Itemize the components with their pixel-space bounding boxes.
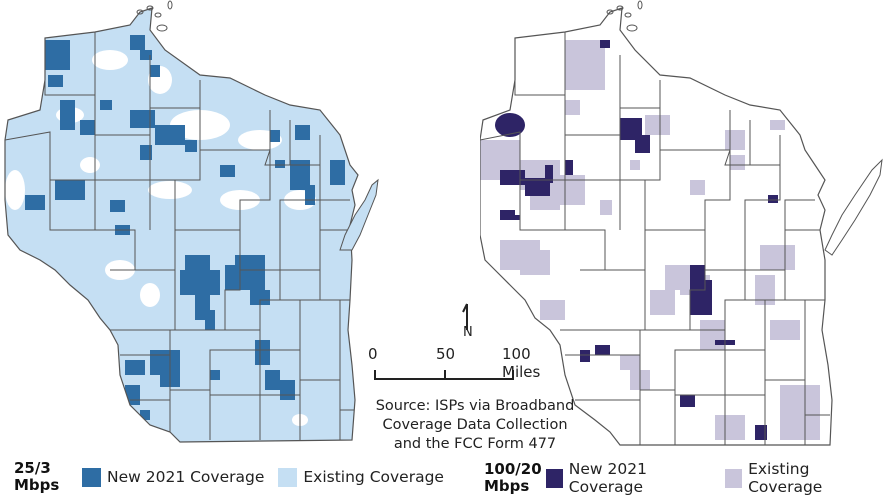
legend-label-existing: Existing Coverage: [303, 468, 444, 486]
swatch-new-2021: [545, 468, 563, 488]
scale-tick-100: 100 Miles: [502, 345, 541, 381]
scale-tick-0: 0: [368, 345, 378, 363]
north-label: N: [463, 325, 473, 340]
source-note: Source: ISPs via Broadband Coverage Data…: [370, 397, 580, 454]
legend-25-3: 25/3 Mbps New 2021 Coverage Existing Cov…: [14, 460, 458, 494]
scale-bar: 0 50 100 Miles: [366, 345, 566, 385]
legend-title-unit: Mbps: [484, 477, 530, 495]
legend-label-new: New 2021 Coverage: [107, 468, 265, 486]
map-100-20-mbps: [480, 0, 889, 450]
wisconsin-map-25-3: [4, 0, 379, 443]
legend-title-100-20: 100/20 Mbps: [484, 461, 546, 495]
swatch-existing: [724, 468, 743, 488]
legend-100-20: 100/20 Mbps New 2021 Coverage Existing C…: [484, 460, 889, 496]
legend-title-speed: 100/20: [484, 460, 542, 478]
legend-label-new: New 2021 Coverage: [568, 460, 647, 496]
legend-item-existing: Existing Coverage: [278, 467, 444, 487]
legend-item-new-2021: New 2021 Coverage: [545, 460, 711, 496]
legend-item-existing: Existing Coverage: [724, 460, 875, 496]
legend-label-existing: Existing Coverage: [748, 460, 823, 496]
scale-tick-50: 50: [436, 345, 456, 363]
swatch-existing: [278, 467, 298, 487]
map-25-3-mbps: [0, 0, 380, 450]
north-arrow: N: [455, 300, 485, 340]
swatch-new-2021: [82, 467, 101, 487]
north-arrow-icon: N: [462, 303, 473, 340]
source-line-3: and the FCC Form 477: [393, 436, 557, 452]
legend-title-unit: Mbps: [14, 476, 60, 494]
legend-title-25-3: 25/3 Mbps: [14, 460, 82, 494]
wisconsin-map-100-20: [480, 0, 883, 446]
legend-item-new-2021: New 2021 Coverage: [82, 467, 265, 487]
legend-title-speed: 25/3: [14, 459, 51, 477]
source-line-2: Coverage Data Collection: [382, 417, 568, 433]
source-line-1: Source: ISPs via Broadband: [375, 398, 575, 414]
scale-bar-midtick: [444, 370, 446, 380]
